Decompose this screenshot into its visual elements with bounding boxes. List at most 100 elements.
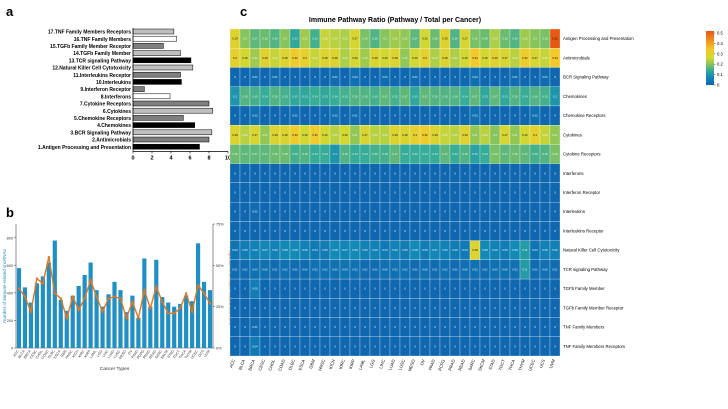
heatmap-cell-label: 0 (324, 344, 326, 348)
heatmap-cell-label: 0 (254, 171, 256, 175)
heatmap-cell-label: 0 (554, 229, 556, 233)
x-tick-label-PAAD: PAAD (131, 349, 140, 359)
heatmap-cell-label: 0 (454, 191, 456, 195)
heatmap-cell-label: 0.08 (352, 248, 358, 252)
heatmap-cell-label: 0.01 (412, 267, 418, 271)
heatmap-cell-label: 0.26 (322, 133, 328, 137)
heatmap-cell-label: 0.29 (462, 133, 468, 137)
heatmap-cell-label: 0 (274, 114, 276, 118)
heatmap-cell-label: 0 (324, 75, 326, 79)
heatmap-cell-label: 0.02 (442, 267, 448, 271)
row-label: TCR signaling Pathway (563, 267, 609, 272)
x-tick-label-PRAD: PRAD (142, 349, 151, 360)
x-tick-label-THYM: THYM (184, 349, 193, 359)
heatmap-cell-label: 0.02 (312, 267, 318, 271)
heatmap-cell-label: 0 (394, 210, 396, 214)
bar-BRCA (28, 302, 34, 348)
bar-6 (132, 107, 214, 114)
heatmap-cell-label: 0 (244, 344, 246, 348)
row-label: Cytokines (563, 132, 582, 137)
heatmap-cell-label: 0.02 (282, 267, 288, 271)
column-label: MESO (407, 358, 416, 372)
column-label: UCEC (527, 359, 536, 372)
heatmap-cell-label: 0 (334, 306, 336, 310)
heatmap-cell-label: 0 (534, 325, 536, 329)
heatmap-cell-label: 0.28 (402, 133, 408, 137)
heatmap-title: Immune Pathway Ratio (Pathway / Total pe… (309, 17, 481, 24)
heatmap-cell-label: 0.07 (262, 248, 268, 252)
heatmap-cell-label: 0 (354, 210, 356, 214)
proportion-point-OV (131, 300, 134, 303)
heatmap-cell-label: 0 (284, 114, 286, 118)
category-label-15: 15.TGFb Family Member Receptor (50, 44, 131, 50)
heatmap-cell-label: 0 (334, 287, 336, 291)
colorbar-tick-label-0: 0 (717, 83, 720, 88)
row-label: BCR Signaling Pathway (563, 75, 609, 80)
bar-7 (132, 100, 210, 107)
heatmap-cell-label: 0 (544, 210, 546, 214)
category-label-3: 3.BCR Signaling Pathway (70, 130, 131, 136)
heatmap-cell-label: 0.14 (422, 152, 428, 156)
heatmap-cell-label: 0 (254, 191, 256, 195)
heatmap-cell-label: 0.1 (333, 152, 337, 156)
heatmap-cell-label: 0 (484, 287, 486, 291)
heatmap-cell-label: 0.22 (362, 56, 368, 60)
proportion-point-MESO (125, 317, 128, 320)
heatmap-cell-label: 0.02 (422, 267, 428, 271)
heatmap-cell-label: 0.16 (372, 37, 378, 41)
heatmap-cell-label: 0 (394, 114, 396, 118)
heatmap-cell-label: 0 (534, 191, 536, 195)
heatmap-cell-label: 0.01 (432, 267, 438, 271)
row-label: Natural Killer Cell Cytotoxicity (563, 248, 620, 253)
bar-STAD (172, 306, 177, 348)
row-label: Chemokine Receptors (563, 113, 606, 118)
proportion-point-HNSC (71, 295, 74, 298)
heatmap-cell-label: 0 (414, 287, 416, 291)
proportion-point-COAD (47, 255, 51, 259)
right-tick-label-75%: 75% (216, 223, 224, 227)
heatmap-cell-label: 0 (524, 171, 526, 175)
heatmap-cell-label: 0 (344, 210, 346, 214)
heatmap-cell-label: 0.02 (332, 114, 338, 118)
heatmap-cell-label: 0 (304, 171, 306, 175)
heatmap-cell-label: 0 (284, 344, 286, 348)
heatmap-cell-label: 0.02 (492, 267, 498, 271)
proportion-point-UCEC (196, 283, 200, 287)
heatmap-cell-label: 0.04 (252, 344, 258, 348)
heatmap-cell-label: 0.01 (352, 114, 358, 118)
heatmap-cell-label: 0 (514, 306, 516, 310)
heatmap-cell-label: 0.01 (552, 267, 558, 271)
heatmap-cell-label: 0 (374, 325, 376, 329)
x-tick-label-0: 0 (131, 155, 134, 161)
heatmap-cell-label: 0.16 (512, 37, 518, 41)
bar-MESO (124, 312, 129, 348)
heatmap-cell-label: 0 (374, 171, 376, 175)
column-label: OV (419, 358, 426, 366)
heatmap-cell-label: 0 (494, 75, 496, 79)
left-tick-label-200: 200 (7, 319, 13, 323)
x-tick-label-8: 8 (207, 155, 210, 161)
heatmap-cell-label: 0 (294, 210, 296, 214)
heatmap-cell-label: 0.27 (462, 37, 468, 41)
heatmap-cell-label: 0.01 (412, 75, 418, 79)
bar-KIRP (88, 262, 93, 348)
heatmap-cell-label: 0 (404, 114, 406, 118)
heatmap-cell-label: 0.17 (472, 94, 478, 98)
heatmap-cell-label: 0 (524, 114, 526, 118)
heatmap-cell-label: 0 (344, 325, 346, 329)
x-tick-label-KIRP: KIRP (83, 349, 91, 359)
heatmap-cell-label: 0.15 (312, 37, 318, 41)
heatmap-cell-label: 0 (444, 229, 446, 233)
row-label: TNF Family Members (563, 325, 604, 330)
heatmap-cell-label: 0 (554, 171, 556, 175)
heatmap-cell-label: 0 (404, 287, 406, 291)
column-label: LUSC (397, 359, 406, 371)
heatmap-cell-label: 0.04 (382, 248, 388, 252)
heatmap-cell-label: 0.14 (332, 94, 338, 98)
colorbar-tick-label-0.4: 0.4 (717, 41, 723, 46)
heatmap-cell-label: 0.02 (252, 114, 258, 118)
heatmap-cell-label: 0 (384, 287, 386, 291)
heatmap-cell-label: 0.01 (332, 75, 338, 79)
heatmap-cell-label: 0.02 (472, 75, 478, 79)
heatmap-cell-label: 0.26 (342, 133, 348, 137)
